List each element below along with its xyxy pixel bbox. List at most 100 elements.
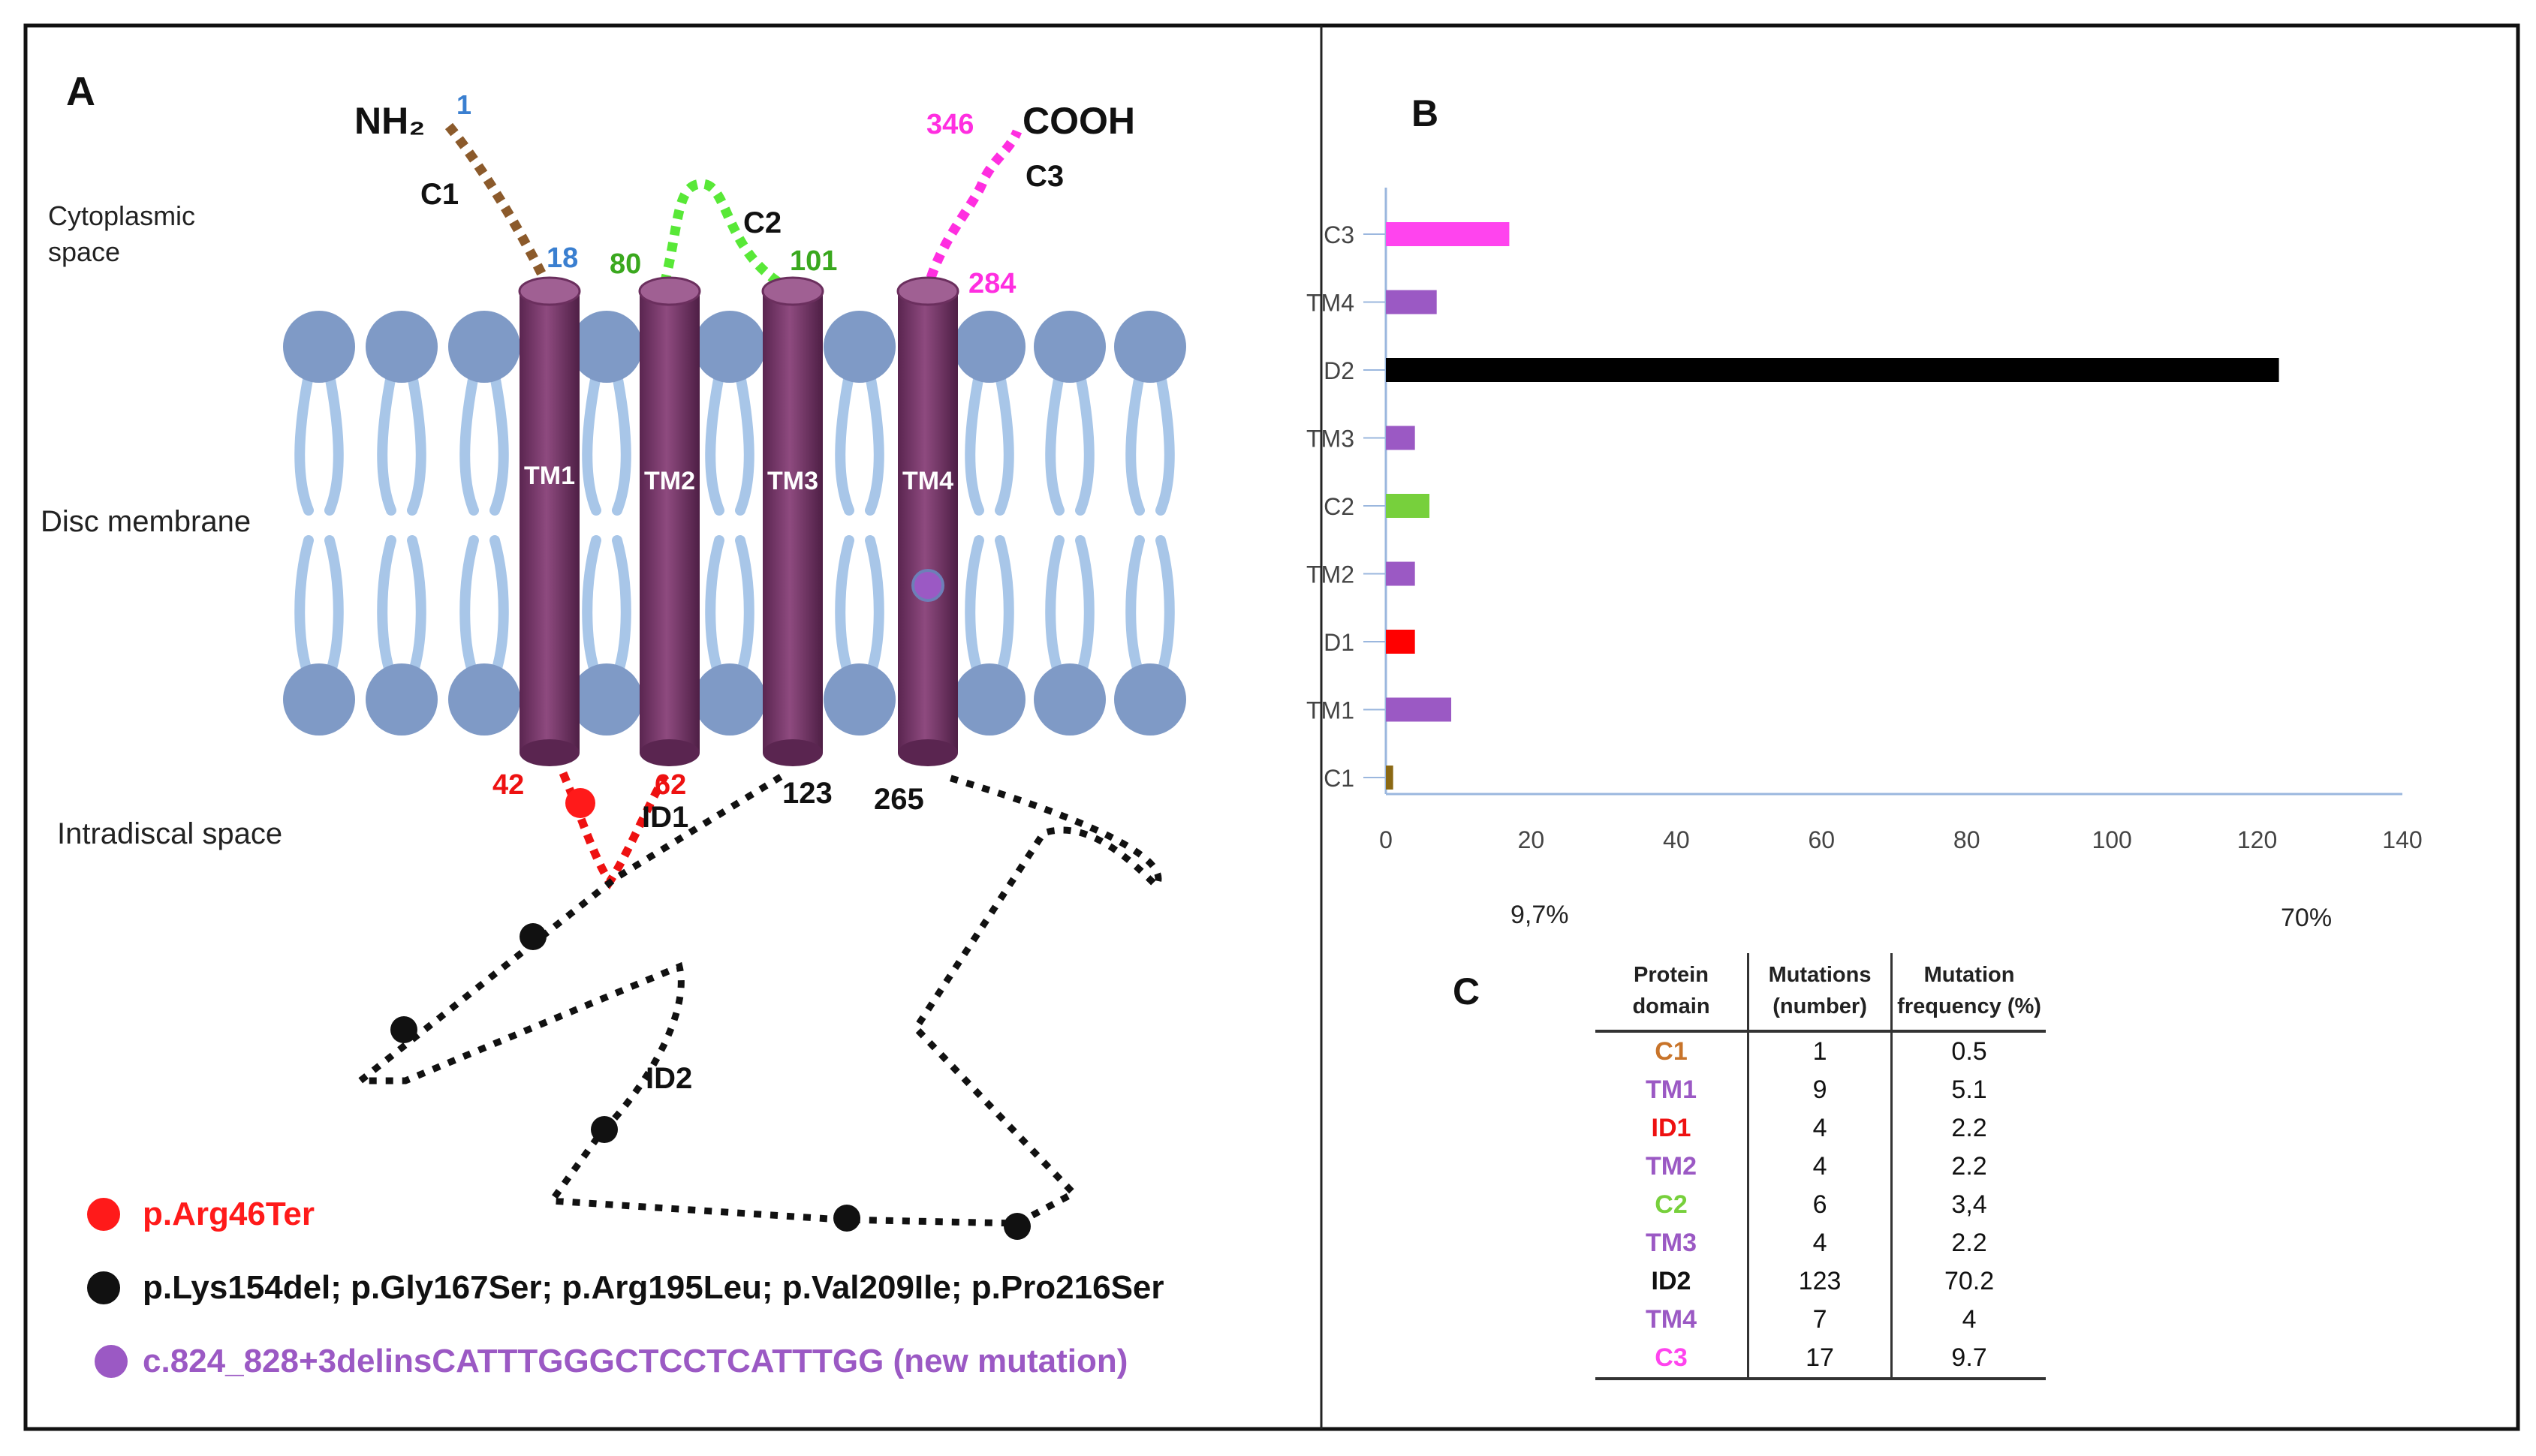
panel-a-label: A xyxy=(66,69,95,114)
table-header-frequency: Mutation frequency (%) xyxy=(1890,953,2046,1031)
legend-marker-red xyxy=(87,1198,120,1231)
lipid-head xyxy=(1114,311,1186,383)
panel-a: A Cytoplasmic space Disc membrane Intradi… xyxy=(41,69,1186,1379)
bar-tm2 xyxy=(1386,561,1415,586)
y-tick-label: C1 xyxy=(1324,765,1354,792)
x-tick-label: 60 xyxy=(1808,826,1835,853)
table-row: TM3 4 2.2 xyxy=(1595,1224,2046,1262)
loop-id2 xyxy=(351,773,1162,1227)
loop-c1 xyxy=(444,122,551,286)
table-cell-domain: TM1 xyxy=(1646,1075,1697,1104)
lipid-head xyxy=(571,663,643,736)
helix-label-tm2: TM2 xyxy=(644,467,695,495)
helix-label-tm4: TM4 xyxy=(902,467,953,495)
lipid-head xyxy=(824,663,896,736)
x-tick-label: 140 xyxy=(2382,826,2422,853)
mutation-dot-black xyxy=(1004,1213,1031,1240)
table-row: C3 17 9.7 xyxy=(1595,1339,2046,1379)
x-tick-label: 20 xyxy=(1518,826,1545,853)
mutation-dot-black xyxy=(390,1016,417,1043)
residue-62: 62 xyxy=(655,769,686,801)
table-cell-domain: TM4 xyxy=(1646,1305,1697,1334)
legend-text-black: p.Lys154del; p.Gly167Ser; p.Arg195Leu; p… xyxy=(143,1269,1164,1306)
x-tick-label: 40 xyxy=(1663,826,1690,853)
table-cell-number: 4 xyxy=(1746,1109,1892,1148)
lipid-head xyxy=(1114,663,1186,736)
table-cell-number: 6 xyxy=(1746,1186,1892,1224)
domain-label-id2: ID2 xyxy=(646,1062,692,1095)
bar-c2 xyxy=(1386,494,1430,518)
lipid-head xyxy=(571,311,643,383)
table-row: ID2 123 70.2 xyxy=(1595,1262,2046,1301)
mutation-dot-black xyxy=(591,1116,618,1143)
residue-42: 42 xyxy=(492,769,524,801)
table-header-domain: Protein domain xyxy=(1632,963,1710,1018)
lipid-head xyxy=(448,663,520,736)
mutation-dot-red xyxy=(565,788,595,818)
table-cell-domain: ID1 xyxy=(1651,1114,1691,1142)
table-cell-freq: 0.5 xyxy=(1890,1031,2046,1071)
table-cell-freq: 2.2 xyxy=(1890,1148,2046,1186)
residue-123: 123 xyxy=(782,777,833,810)
panel-b: B C3 TM4 D2 TM3 C2 TM2 D1 TM1 C1 0 20 40 60 80 100 120 1… xyxy=(1306,92,2423,932)
mutation-dot-black xyxy=(833,1205,860,1232)
table-row: TM4 7 4 xyxy=(1595,1301,2046,1339)
table-cell-freq: 9.7 xyxy=(1890,1339,2046,1379)
table-cell-freq: 2.2 xyxy=(1890,1109,2046,1148)
legend-marker-black xyxy=(87,1271,120,1304)
mutation-table: Protein domain Mutations (number) Mutati… xyxy=(1595,953,2046,1380)
table-cell-domain: C1 xyxy=(1655,1037,1688,1066)
table-cell-domain: C2 xyxy=(1655,1190,1688,1219)
legend-marker-purple xyxy=(95,1345,128,1378)
lipid-head xyxy=(448,311,520,383)
bar-c3 xyxy=(1386,222,1510,246)
lipid-head xyxy=(1034,663,1106,736)
lipid-head xyxy=(1034,311,1106,383)
residue-265: 265 xyxy=(874,783,924,816)
loop-c3 xyxy=(926,129,1023,280)
chart-annotation-c3: 9,7% xyxy=(1510,901,1569,929)
lipid-head xyxy=(824,311,896,383)
table-row: C2 6 3,4 xyxy=(1595,1186,2046,1224)
table-cell-freq: 70.2 xyxy=(1890,1262,2046,1301)
helix-label-tm1: TM1 xyxy=(524,462,575,490)
lipid-head xyxy=(283,663,355,736)
x-tick-label: 80 xyxy=(1953,826,1980,853)
table-cell-domain: C3 xyxy=(1655,1343,1688,1372)
figure-border xyxy=(23,23,2520,1431)
residue-284: 284 xyxy=(968,268,1016,299)
residue-346: 346 xyxy=(926,109,974,140)
table-cell-number: 1 xyxy=(1746,1031,1892,1071)
table-cell-number: 123 xyxy=(1746,1262,1892,1301)
y-tick-label: TM1 xyxy=(1306,697,1354,724)
table-row: TM2 4 2.2 xyxy=(1595,1148,2046,1186)
y-tick-label: D2 xyxy=(1324,357,1354,384)
table-cell-domain: TM3 xyxy=(1646,1229,1697,1257)
y-tick-label: D1 xyxy=(1324,629,1354,656)
legend-text-purple: c.824_828+3delinsCATTTGGGCTCCTCATTTGG (n… xyxy=(143,1343,1128,1379)
table-row: TM1 9 5.1 xyxy=(1595,1071,2046,1109)
y-tick-label: TM2 xyxy=(1306,561,1354,588)
bar-c1 xyxy=(1386,766,1393,790)
domain-label-c2: C2 xyxy=(743,206,782,239)
domain-label-c3: C3 xyxy=(1026,160,1064,193)
y-tick-label: TM3 xyxy=(1306,426,1354,453)
residue-1: 1 xyxy=(456,89,471,120)
c-terminus-label: COOH xyxy=(1023,100,1135,142)
table-cell-number: 17 xyxy=(1746,1339,1892,1379)
region-membrane-label: Disc membrane xyxy=(41,505,251,538)
chart-annotation-d2: 70% xyxy=(2281,904,2332,932)
table-cell-freq: 2.2 xyxy=(1890,1224,2046,1262)
helix-label-tm3: TM3 xyxy=(767,467,818,495)
panel-c-label: C xyxy=(1453,970,1480,1012)
helix-tm2: TM2 xyxy=(638,276,701,766)
lipid-head xyxy=(366,663,438,736)
lipid-head xyxy=(953,311,1026,383)
table-cell-number: 9 xyxy=(1746,1071,1892,1109)
lipid-head xyxy=(366,311,438,383)
lipid-heads xyxy=(283,311,1186,736)
x-tick-label: 100 xyxy=(2092,826,2131,853)
lipid-head xyxy=(694,663,766,736)
lipid-head xyxy=(283,311,355,383)
